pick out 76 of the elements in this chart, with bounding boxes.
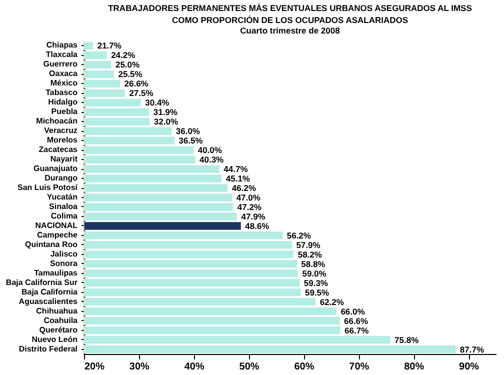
data-label: 48.6% xyxy=(245,220,270,231)
y-tick-label: Hidalgo xyxy=(48,98,78,107)
y-tick-label: Veracruz xyxy=(44,126,78,136)
y-tick-label: Durango xyxy=(44,174,78,183)
y-tick-label: Tabasco xyxy=(46,88,78,98)
data-label: 21.7% xyxy=(97,40,122,51)
data-label: 59.3% xyxy=(304,278,328,288)
y-tick-label: Distrito Federal xyxy=(18,344,78,354)
x-tick-label: 40% xyxy=(184,362,204,372)
data-label: 56.2% xyxy=(286,230,312,240)
data-label: 32.0% xyxy=(154,116,178,127)
y-tick-label: Nayarit xyxy=(50,154,78,164)
y-tick-label: Jalisco xyxy=(50,249,78,258)
data-label: 58.2% xyxy=(298,249,322,260)
y-tick-label: Guanajuato xyxy=(33,164,78,174)
y-tick-label: Campeche xyxy=(37,230,78,240)
x-tick-label: 20% xyxy=(84,362,105,372)
x-tick-label: 50% xyxy=(239,362,260,372)
y-tick-label: Aguascalientes xyxy=(18,296,78,306)
y-tick-label: Nuevo León xyxy=(32,334,78,344)
y-tick-label: Chiapas xyxy=(46,40,78,50)
y-tick-label: Chihuahua xyxy=(36,306,78,316)
y-tick-label: Morelos xyxy=(46,136,78,145)
y-tick-label: Tamaulipas xyxy=(34,268,78,278)
y-tick-label: Coahuila xyxy=(44,316,78,325)
data-label: 44.7% xyxy=(224,164,248,174)
data-label: 45.1% xyxy=(226,174,250,184)
y-tick-label: Puebla xyxy=(51,107,78,116)
y-tick-label: Baja California xyxy=(21,287,78,296)
y-tick-label: Yucatán xyxy=(46,192,78,202)
data-label: 30.4% xyxy=(145,98,170,108)
data-label: 47.2% xyxy=(237,202,262,212)
y-tick-label: Quintana Roo xyxy=(25,240,78,249)
x-tick-label: 60% xyxy=(294,362,314,372)
y-tick-label: Michoacán xyxy=(36,116,78,126)
data-label: 59.0% xyxy=(302,268,327,278)
data-label: 75.8% xyxy=(394,334,420,345)
data-label: 87.7% xyxy=(460,344,484,354)
y-tick-label: Colima xyxy=(50,211,78,220)
data-label: 57.9% xyxy=(296,240,321,250)
data-label: 26.6% xyxy=(124,78,149,89)
data-label: 66.7% xyxy=(344,325,370,336)
data-label: 47.0% xyxy=(236,192,261,202)
y-tick-label: Guerrero xyxy=(43,60,78,69)
y-tick-label: Zacatecas xyxy=(38,145,78,154)
data-label: 58.8% xyxy=(301,258,326,269)
data-label: 36.0% xyxy=(176,126,200,136)
data-label: 36.5% xyxy=(178,136,204,146)
data-label: 40.0% xyxy=(198,145,222,156)
y-tick-label: San Luis Potosí xyxy=(17,183,78,192)
data-label: 47.9% xyxy=(241,211,266,222)
x-tick-label: 30% xyxy=(129,362,150,372)
data-label: 59.5% xyxy=(304,287,330,298)
x-tick-label: 80% xyxy=(404,362,424,372)
y-tick-label: Tlaxcala xyxy=(46,50,78,60)
data-label: 25.0% xyxy=(115,60,140,70)
x-tick-label: 90% xyxy=(459,362,480,372)
data-label: 27.5% xyxy=(129,88,154,98)
x-tick-label: 70% xyxy=(349,362,370,372)
data-label: 24.2% xyxy=(111,50,136,60)
y-tick-label: Baja California Sur xyxy=(6,278,78,287)
data-label: 66.6% xyxy=(344,316,369,326)
data-label: 25.5% xyxy=(118,69,143,80)
y-tick-label: Querétaro xyxy=(39,325,78,334)
y-tick-label: NACIONAL xyxy=(35,220,78,230)
data-label: 66.0% xyxy=(340,306,366,316)
data-label: 40.3% xyxy=(200,154,224,165)
y-tick-label: México xyxy=(50,78,78,88)
y-tick-label: Sonora xyxy=(50,258,78,268)
data-label: 62.2% xyxy=(320,296,344,307)
chart-subtitle: Cuarto trimestre de 2008 xyxy=(240,26,340,36)
chart-title: TRABAJADORES PERMANENTES MÁS EVENTUALES URBANOS ASEGURADOS AL IMSS COMO PROPORCIÓN DE LOS OCUPADOS ASALARIADOS xyxy=(108,3,472,25)
y-tick-label: Sinaloa xyxy=(49,202,78,211)
data-label: 31.9% xyxy=(153,107,178,118)
data-label: 46.2% xyxy=(232,183,256,194)
y-tick-label: Oaxaca xyxy=(49,69,78,78)
